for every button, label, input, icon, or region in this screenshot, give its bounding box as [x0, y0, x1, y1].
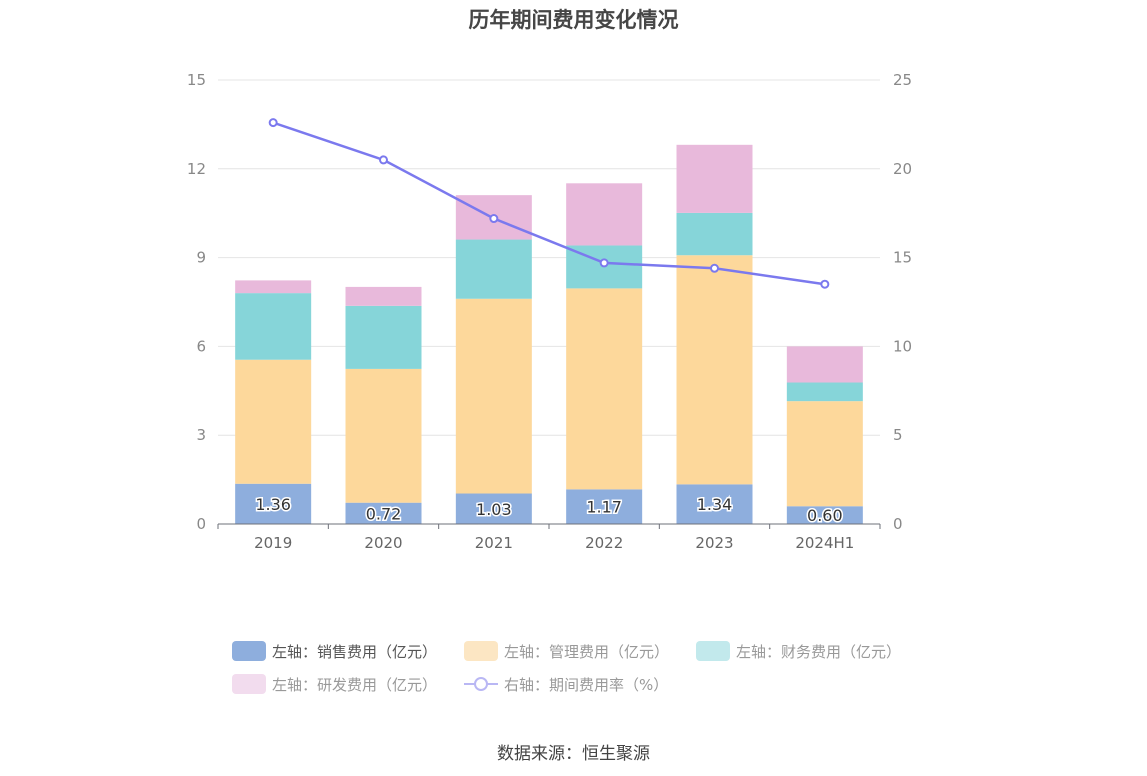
x-axis-tick-label: 2021 [475, 534, 513, 552]
bar-sales [786, 506, 863, 524]
right-axis-tick-label: 0 [893, 515, 903, 533]
bar-admin [345, 368, 422, 503]
right-axis-tick-label: 25 [893, 71, 912, 89]
data-label-sales: 1.03 [476, 500, 512, 519]
legend-swatch-admin [464, 641, 498, 661]
x-axis-tick-label: 2019 [254, 534, 292, 552]
point-expense-rate [599, 258, 609, 268]
bar-rnd [566, 183, 643, 246]
x-axis-tick-label: 2024H1 [795, 534, 854, 552]
x-axis-tick-label: 2020 [364, 534, 402, 552]
legend-label-rnd: 左轴：研发费用（亿元） [272, 675, 438, 694]
bar-sales [235, 483, 312, 524]
bar-sales [676, 484, 753, 524]
point-expense-rate [710, 263, 719, 273]
legend-label-expense-rate: 右轴：期间费用率（%） [504, 675, 669, 694]
right-axis-tick-label: 15 [893, 249, 912, 267]
legend-label-admin: 左轴：管理费用（亿元） [504, 642, 670, 661]
legend-item-finance[interactable]: 左轴：财务费用（亿元） [696, 638, 901, 664]
bar-rnd [235, 280, 312, 294]
bar-rnd [786, 346, 863, 383]
bar-finance [676, 212, 753, 256]
chart: 0 3 6 9 12 15 0 5 10 15 20 25 2019 2020 2021 2022 2023 20… [187, 71, 912, 552]
left-axis-tick-label: 12 [187, 160, 206, 178]
data-label-sales: 1.36 [255, 495, 291, 514]
point-expense-rate [820, 279, 830, 289]
legend-item-admin[interactable]: 左轴：管理费用（亿元） [464, 638, 669, 664]
legend-swatch-rnd [232, 674, 266, 694]
data-source: 数据来源：恒生聚源 [497, 744, 650, 764]
bar-finance [345, 305, 422, 369]
legend-label-finance: 左轴：财务费用（亿元） [736, 642, 902, 661]
legend-label-sales: 左轴：销售费用（亿元） [272, 642, 438, 661]
bar-admin [455, 298, 532, 494]
bar-sales [345, 502, 422, 524]
bar-admin [786, 401, 863, 507]
point-expense-rate [268, 118, 278, 128]
x-axis-tick-label: 2022 [585, 534, 623, 552]
bar-sales [566, 489, 643, 524]
legend-item-expense-rate[interactable]: 右轴：期间费用率（%） [464, 671, 668, 697]
bar-finance [235, 293, 312, 360]
bar-sales [455, 493, 532, 524]
left-axis-tick-label: 3 [196, 426, 206, 444]
point-expense-rate [489, 214, 499, 224]
left-axis-tick-label: 15 [187, 71, 206, 89]
line-expense-rate [272, 121, 826, 286]
left-axis-tick-label: 9 [196, 249, 206, 267]
bar-rnd [345, 286, 422, 306]
chart-title: 历年期间费用变化情况 [468, 8, 679, 32]
legend-swatch-finance [696, 641, 730, 661]
right-axis-tick-label: 5 [893, 426, 903, 444]
right-axis-tick-label: 10 [893, 337, 912, 355]
data-label-sales: 0.72 [366, 504, 402, 523]
legend-swatch-sales [232, 641, 266, 661]
bar-finance [455, 239, 532, 299]
bar-rnd [676, 144, 753, 213]
bar-admin [235, 359, 312, 484]
data-label-sales: 1.17 [586, 498, 622, 517]
bar-admin [676, 255, 753, 485]
left-axis-tick-label: 6 [196, 337, 206, 355]
data-label-sales: 1.34 [697, 495, 733, 514]
legend-item-rnd[interactable]: 左轴：研发费用（亿元） [232, 671, 437, 697]
data-label-sales: 0.60 [807, 506, 843, 525]
legend-item-sales[interactable]: 左轴：销售费用（亿元） [232, 638, 437, 664]
bar-admin [566, 288, 643, 490]
left-axis-tick-label: 0 [196, 515, 206, 533]
right-axis-tick-label: 20 [893, 160, 912, 178]
bar-finance [786, 382, 863, 402]
legend-swatch-expense-rate [464, 674, 498, 694]
x-axis-tick-label: 2023 [695, 534, 733, 552]
point-expense-rate [379, 155, 388, 165]
